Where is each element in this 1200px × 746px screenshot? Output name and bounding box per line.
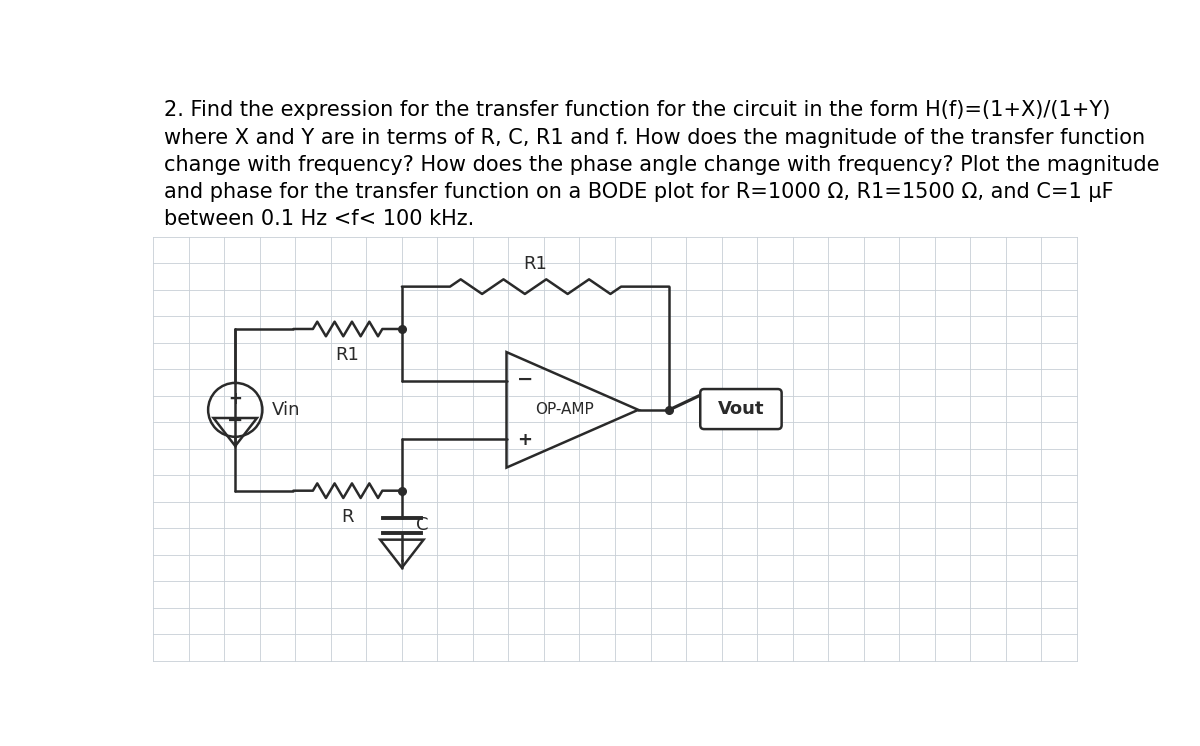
Text: +: + bbox=[228, 389, 242, 407]
Text: −: − bbox=[517, 370, 534, 389]
Text: −: − bbox=[227, 410, 244, 430]
Text: R1: R1 bbox=[523, 255, 547, 273]
Text: R: R bbox=[341, 507, 354, 526]
Text: 2. Find the expression for the transfer function for the circuit in the form H(f: 2. Find the expression for the transfer … bbox=[164, 100, 1159, 229]
Text: Vin: Vin bbox=[271, 401, 300, 419]
Text: C: C bbox=[416, 516, 428, 534]
Text: Vout: Vout bbox=[718, 400, 764, 418]
Text: OP-AMP: OP-AMP bbox=[535, 402, 594, 417]
FancyBboxPatch shape bbox=[701, 389, 781, 429]
Text: R1: R1 bbox=[336, 346, 360, 364]
Text: +: + bbox=[517, 431, 533, 449]
